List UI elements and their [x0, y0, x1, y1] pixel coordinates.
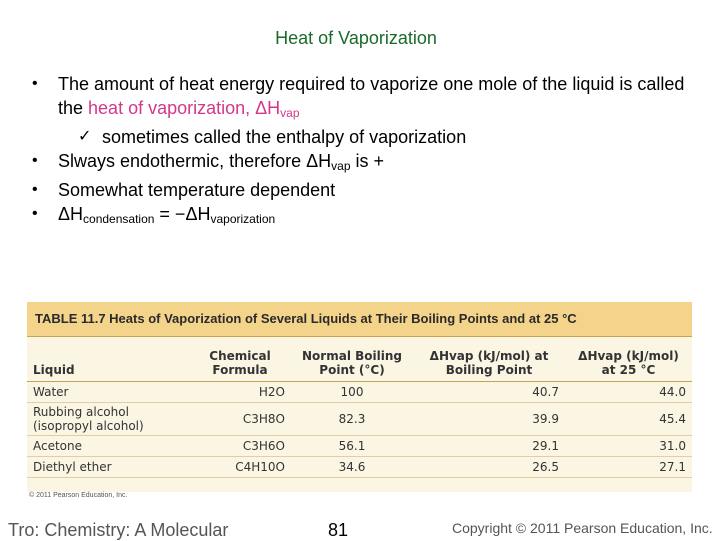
cell-dh-boiling: 26.5: [413, 456, 565, 478]
bullet-1: • The amount of heat energy required to …: [32, 72, 702, 125]
cell-boiling-point: 34.6: [291, 456, 413, 478]
bullet-dot: •: [32, 181, 38, 198]
bullet-2-subscript: vap: [331, 159, 351, 173]
cell-dh-25c: 27.1: [565, 456, 692, 478]
bullet-2: • Slways endothermic, therefore ΔHvap is…: [32, 149, 702, 178]
bullet-4-sub1: condensation: [83, 212, 155, 226]
cell-formula: C3H8O: [189, 402, 291, 436]
cell-boiling-point: 100: [291, 381, 413, 403]
cell-dh-boiling: 40.7: [413, 381, 565, 403]
col-header-dh-25c: ΔHvap (kJ/mol) at 25 °C: [565, 337, 692, 382]
footer-copyright: Copyright © 2011 Pearson Education, Inc.: [452, 520, 713, 536]
cell-dh-boiling: 39.9: [413, 402, 565, 436]
bullet-3: • Somewhat temperature dependent: [32, 178, 702, 202]
cell-formula: C3H6O: [189, 435, 291, 457]
bullet-1-subscript: vap: [280, 106, 300, 120]
bullet-1-text: The amount of heat energy required to va…: [58, 74, 685, 118]
table-row: Water H2O 100 40.7 44.0: [27, 381, 692, 403]
heat-vaporization-table: Liquid Chemical Formula Normal Boiling P…: [27, 337, 692, 478]
bullet-1-check: ✓ sometimes called the enthalpy of vapor…: [78, 125, 702, 149]
table-caption: TABLE 11.7 Heats of Vaporization of Seve…: [27, 302, 692, 337]
cell-dh-boiling: 29.1: [413, 435, 565, 457]
cell-liquid: Diethyl ether: [27, 456, 189, 478]
bullet-1-highlight: heat of vaporization, ΔH: [88, 98, 281, 118]
cell-liquid: Acetone: [27, 435, 189, 457]
col-header-boiling-point: Normal Boiling Point (°C): [291, 337, 413, 382]
cell-boiling-point: 56.1: [291, 435, 413, 457]
table-row: Acetone C3H6O 56.1 29.1 31.0: [27, 435, 692, 457]
checkmark-icon: ✓: [78, 128, 92, 145]
table-row: Diethyl ether C4H10O 34.6 26.5 27.1: [27, 456, 692, 478]
cell-dh-25c: 45.4: [565, 402, 692, 436]
table-row: Rubbing alcohol (isopropyl alcohol) C3H8…: [27, 402, 692, 436]
bullet-4-a: ΔH: [58, 204, 84, 224]
bullet-list: • The amount of heat energy required to …: [32, 72, 702, 231]
bullet-2-post: is +: [350, 151, 385, 171]
bullet-4-sub2: vaporization: [210, 212, 276, 226]
col-header-liquid: Liquid: [27, 337, 189, 382]
footer-book-title: Tro: Chemistry: A Molecular: [8, 520, 229, 540]
bullet-dot: •: [32, 152, 38, 169]
footer-page-number: 81: [328, 520, 349, 540]
cell-formula: C4H10O: [189, 456, 291, 478]
col-header-formula: Chemical Formula: [189, 337, 291, 382]
cell-boiling-point: 82.3: [291, 402, 413, 436]
slide-title: Heat of Vaporization: [275, 28, 437, 48]
bullet-4-b: = −ΔH: [154, 204, 211, 224]
data-table-figure: TABLE 11.7 Heats of Vaporization of Seve…: [27, 302, 692, 492]
bullet-2-pre: Slways endothermic, therefore ΔH: [58, 151, 332, 171]
cell-formula: H2O: [189, 381, 291, 403]
cell-liquid: Rubbing alcohol (isopropyl alcohol): [27, 402, 189, 436]
col-header-dh-boiling: ΔHvap (kJ/mol) at Boiling Point: [413, 337, 565, 382]
table-credit: © 2011 Pearson Education, Inc.: [29, 492, 128, 499]
bullet-dot: •: [32, 75, 38, 92]
bullet-3-text: Somewhat temperature dependent: [58, 180, 336, 200]
cell-dh-25c: 31.0: [565, 435, 692, 457]
bullet-4: • ΔHcondensation = −ΔHvaporization: [32, 202, 702, 231]
bullet-dot: •: [32, 205, 38, 222]
bullet-1-check-text: sometimes called the enthalpy of vaporiz…: [102, 127, 467, 147]
cell-dh-25c: 44.0: [565, 381, 692, 403]
cell-liquid: Water: [27, 381, 189, 403]
